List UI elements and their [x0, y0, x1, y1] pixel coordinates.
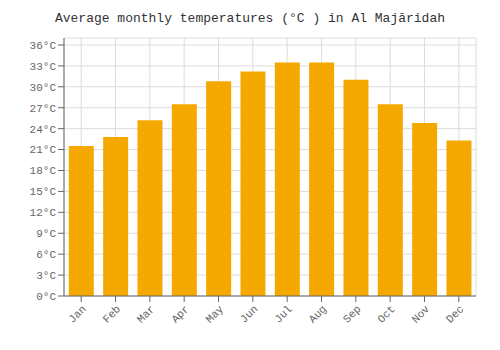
svg-text:15°C: 15°C [30, 186, 57, 198]
svg-text:33°C: 33°C [30, 61, 57, 73]
svg-text:36°C: 36°C [30, 40, 57, 52]
svg-text:12°C: 12°C [30, 207, 57, 219]
svg-text:Jul: Jul [272, 303, 294, 325]
svg-text:30°C: 30°C [30, 82, 57, 94]
svg-text:21°C: 21°C [30, 144, 57, 156]
html-text:Average monthly temperatures (: Average monthly temperatures (°C ) in Al… [55, 11, 445, 26]
svg-text:Feb: Feb [101, 303, 123, 325]
svg-text:3°C: 3°C [36, 270, 56, 282]
svg-text:Nov: Nov [410, 303, 433, 326]
svg-text:0°C: 0°C [36, 291, 56, 303]
svg-text:Dec: Dec [444, 303, 466, 325]
svg-text:Jun: Jun [238, 303, 260, 325]
svg-text:May: May [204, 303, 227, 326]
svg-text:Mar: Mar [135, 303, 157, 325]
svg-text:27°C: 27°C [30, 103, 57, 115]
svg-text:24°C: 24°C [30, 124, 57, 136]
svg-text:Jan: Jan [66, 303, 88, 325]
svg-text:Apr: Apr [169, 303, 191, 325]
svg-text:9°C: 9°C [36, 228, 56, 240]
svg-text:Aug: Aug [307, 303, 329, 325]
svg-text:Sep: Sep [341, 303, 363, 325]
svg-text:6°C: 6°C [36, 249, 56, 261]
svg-text:18°C: 18°C [30, 165, 57, 177]
svg-text:Oct: Oct [375, 303, 397, 325]
